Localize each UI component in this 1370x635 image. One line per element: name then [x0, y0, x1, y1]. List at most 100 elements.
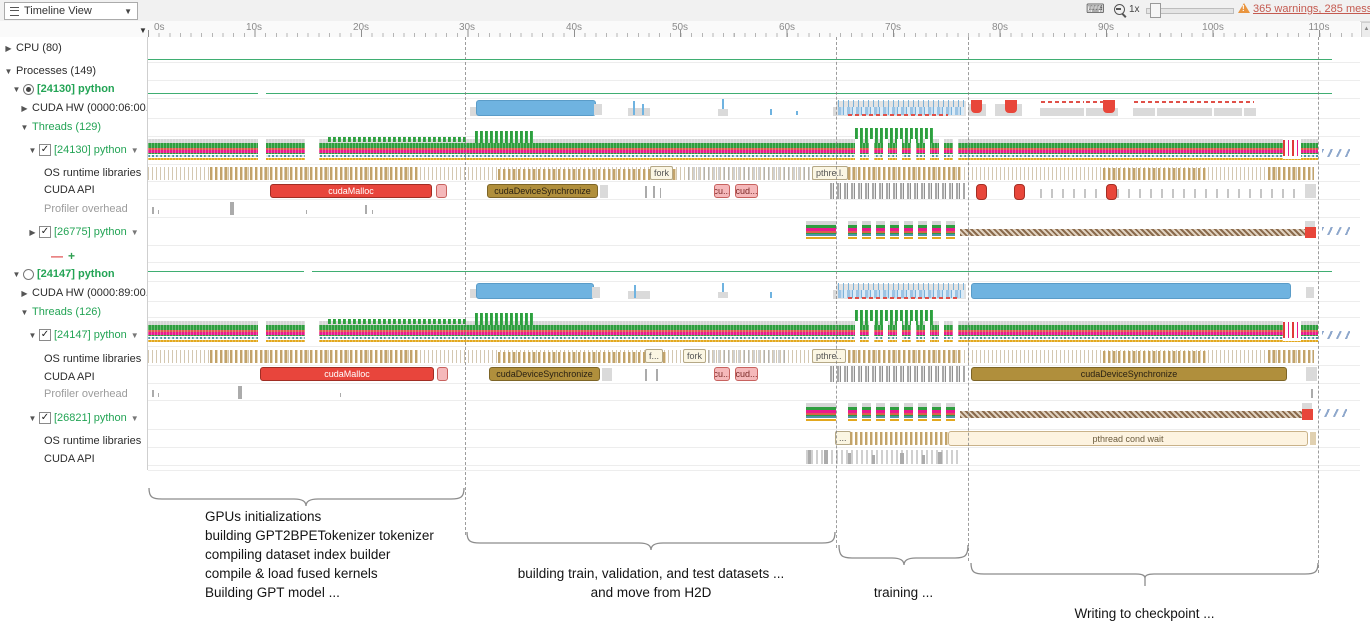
- cuda-api2-dense-calls[interactable]: [830, 366, 965, 382]
- time-ruler[interactable]: 0s 10s 20s 30s 40s 50s 60s 70s 80s 90s 1…: [148, 21, 1360, 38]
- process-24130-utilization-line[interactable]: [266, 93, 1332, 94]
- cuda-hw-memory-bar[interactable]: [476, 100, 596, 116]
- cuda-api2-cudamalloc-bar[interactable]: cudaMalloc: [260, 367, 434, 381]
- sidebar-item-cuda-api-3[interactable]: CUDA API: [0, 451, 147, 467]
- sidebar-item-threads-126[interactable]: ▼ Threads (126): [0, 304, 147, 320]
- cuda-api-dense-calls[interactable]: [830, 183, 965, 199]
- process-24130-utilization-line[interactable]: [148, 93, 258, 94]
- profiler-overhead2-mark[interactable]: [238, 386, 242, 399]
- zoom-out-icon[interactable]: [1114, 4, 1125, 15]
- thread-26821-wait-hatch[interactable]: [960, 411, 1307, 418]
- checkbox-checked-icon[interactable]: ✓: [39, 226, 51, 238]
- sidebar-item-thread-26775[interactable]: ▶ ✓ [26775] python ▼: [0, 224, 147, 240]
- thread-26821-end-red[interactable]: [1302, 409, 1313, 420]
- expander-collapsed-icon[interactable]: ▶: [29, 227, 36, 237]
- checkbox-checked-icon[interactable]: ✓: [39, 329, 51, 341]
- sidebar-item-thread-24130[interactable]: ▼ ✓ [24130] python ▼: [0, 142, 147, 158]
- sidebar-item-profiler-overhead-2[interactable]: Profiler overhead: [0, 386, 147, 402]
- sidebar-item-thread-26821[interactable]: ▼ ✓ [26821] python ▼: [0, 410, 147, 426]
- expander-expanded-icon[interactable]: ▼: [20, 122, 29, 132]
- sidebar-item-threads-129[interactable]: ▼ Threads (129): [0, 119, 147, 135]
- cuda-api-red-call[interactable]: [1014, 184, 1025, 200]
- collapse-threads-icon[interactable]: —: [51, 249, 63, 263]
- expander-expanded-icon[interactable]: ▼: [28, 413, 37, 423]
- chevron-down-icon[interactable]: ▼: [130, 413, 139, 423]
- cuda-hw-kernel-red[interactable]: [971, 100, 982, 113]
- thread-24130-state-band[interactable]: [148, 139, 1318, 162]
- thread-26775-end-red[interactable]: [1305, 227, 1316, 238]
- ruler-scroll-button[interactable]: ▲: [1361, 22, 1370, 38]
- os-event-pthread[interactable]: pthre..: [812, 349, 846, 363]
- radio-selected-icon[interactable]: [23, 83, 34, 95]
- sidebar-item-profiler-overhead-1[interactable]: Profiler overhead: [0, 201, 147, 217]
- cuda-hw2-kernel-spikes[interactable]: [838, 283, 964, 290]
- cuda-api-red-call[interactable]: [976, 184, 987, 200]
- os-event-pthread[interactable]: pthre.l.: [812, 166, 848, 180]
- cuda-api-cu-bar[interactable]: cu...: [714, 184, 730, 198]
- os-event-fork[interactable]: fork: [650, 166, 674, 180]
- sidebar-item-os-runtime-3[interactable]: OS runtime libraries: [0, 433, 147, 449]
- warnings-messages-link[interactable]: 365 warnings, 285 messages: [1253, 3, 1370, 15]
- expander-expanded-icon[interactable]: ▼: [28, 145, 37, 155]
- sidebar-item-cuda-api-2[interactable]: CUDA API: [0, 369, 147, 385]
- expander-expanded-icon[interactable]: ▼: [12, 84, 21, 94]
- process-24147-utilization-line[interactable]: [312, 271, 1332, 272]
- cuda-api-devicesync-bar[interactable]: cudaDeviceSynchronize: [487, 184, 598, 198]
- sidebar-item-cuda-hw-2[interactable]: ▶ CUDA HW (0000:89:00.0 - Tesla: [0, 285, 147, 301]
- sidebar-item-os-runtime-2[interactable]: OS runtime libraries: [0, 351, 147, 367]
- sidebar-item-processes[interactable]: ▼ Processes (149): [0, 63, 147, 79]
- ruler-dropdown-icon[interactable]: ▼: [139, 26, 147, 35]
- expand-threads-icon[interactable]: +: [68, 249, 76, 263]
- sidebar-item-cpu[interactable]: ▶ CPU (80): [0, 40, 147, 56]
- chevron-down-icon[interactable]: ▼: [130, 330, 139, 340]
- cuda-hw-kernel-red[interactable]: [1103, 100, 1115, 113]
- view-selector-dropdown[interactable]: Timeline View ▼: [4, 2, 138, 20]
- expander-expanded-icon[interactable]: ▼: [20, 307, 29, 317]
- expander-expanded-icon[interactable]: ▼: [28, 330, 37, 340]
- chevron-down-icon[interactable]: ▼: [130, 227, 139, 237]
- process-24147-utilization-line[interactable]: [148, 271, 304, 272]
- zoom-slider-track[interactable]: [1146, 8, 1234, 14]
- thread-26775-band[interactable]: [806, 221, 836, 242]
- cuda-api2-devicesync-bar[interactable]: cudaDeviceSynchronize: [489, 367, 600, 381]
- thread-26775-wait-hatch[interactable]: [960, 229, 1310, 236]
- sidebar-item-thread-24147[interactable]: ▼ ✓ [24147] python ▼: [0, 327, 147, 343]
- keyboard-shortcuts-icon[interactable]: ⌨: [1086, 1, 1105, 16]
- cuda-api2-long-devicesync-bar[interactable]: cudaDeviceSynchronize: [971, 367, 1287, 381]
- os-event-dots[interactable]: ...: [835, 431, 851, 445]
- radio-unselected-icon[interactable]: [23, 268, 34, 280]
- thread-24147-state-band[interactable]: [148, 321, 1318, 344]
- sidebar-item-cuda-hw-1[interactable]: ▶ CUDA HW (0000:06:00.0 - Tesla: [0, 100, 147, 116]
- sidebar-item-os-runtime-1[interactable]: OS runtime libraries: [0, 165, 147, 181]
- os-pthread-cond-wait-bar[interactable]: pthread cond wait: [948, 431, 1308, 446]
- cuda-hw-kernel-red[interactable]: [1005, 100, 1017, 113]
- thread-26821-band[interactable]: [806, 403, 836, 424]
- expander-collapsed-icon[interactable]: ▶: [21, 103, 28, 113]
- zoom-slider-handle[interactable]: [1150, 3, 1161, 18]
- checkbox-checked-icon[interactable]: ✓: [39, 412, 51, 424]
- cuda-api-cudamalloc-bar[interactable]: cudaMalloc: [270, 184, 432, 198]
- cuda-hw-kernel-spikes[interactable]: [838, 100, 964, 107]
- checkbox-checked-icon[interactable]: ✓: [39, 144, 51, 156]
- timeline-canvas[interactable]: fork pthre.l. cudaMalloc cudaDeviceSynch…: [148, 37, 1370, 573]
- sidebar-item-threads-hidden[interactable]: — +: [0, 248, 147, 264]
- sidebar-item-cuda-api-1[interactable]: CUDA API: [0, 182, 147, 198]
- expander-collapsed-icon[interactable]: ▶: [5, 43, 12, 53]
- cuda-api-cud-bar[interactable]: cud...: [735, 184, 758, 198]
- profiler-overhead-mark[interactable]: [230, 202, 234, 215]
- sidebar-item-process-24130[interactable]: ▼ [24130] python: [0, 81, 147, 97]
- cuda-api-red-call[interactable]: [1106, 184, 1117, 200]
- cuda-hw2-long-transfer-bar[interactable]: [971, 283, 1291, 299]
- os-runtime3-ticks[interactable]: [850, 432, 960, 445]
- cuda-api2-cu-bar[interactable]: cu...: [714, 367, 730, 381]
- expander-collapsed-icon[interactable]: ▶: [21, 288, 28, 298]
- cpu-utilization-line[interactable]: [148, 59, 1332, 60]
- os-runtime-ticks[interactable]: [148, 167, 1314, 180]
- expander-expanded-icon[interactable]: ▼: [4, 66, 13, 76]
- cuda-hw2-memory-bar[interactable]: [476, 283, 594, 299]
- os-event-f[interactable]: f...: [645, 349, 664, 363]
- expander-expanded-icon[interactable]: ▼: [12, 269, 21, 279]
- sidebar-item-process-24147[interactable]: ▼ [24147] python: [0, 266, 147, 282]
- cuda-api2-cud-bar[interactable]: cud...: [735, 367, 758, 381]
- os-runtime2-ticks[interactable]: [148, 350, 1314, 363]
